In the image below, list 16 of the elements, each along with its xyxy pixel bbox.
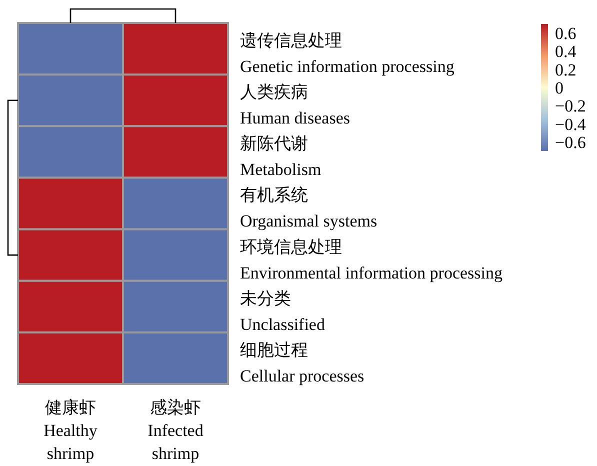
y-tick-label: 人类疾病 Human diseases bbox=[240, 82, 350, 128]
color-bar-label: −0.2 bbox=[555, 96, 586, 116]
x-tick-label: 健康虾 Healthy shrimp bbox=[44, 398, 98, 463]
color-bar-label: −0.4 bbox=[555, 114, 586, 134]
color-bar-label: 0 bbox=[555, 78, 564, 98]
y-tick-label: 新陈代谢 Metabolism bbox=[240, 134, 322, 180]
y-tick-label: 遗传信息处理 Genetic information processing bbox=[240, 31, 455, 76]
y-tick-label: 细胞过程 Cellular processes bbox=[240, 340, 364, 386]
color-bar-label: 0.2 bbox=[555, 60, 576, 80]
color-bar-label: 0.6 bbox=[555, 24, 576, 44]
y-tick-label: 未分类 Unclassified bbox=[240, 288, 326, 334]
y-tick-label: 环境信息处理 Environmental information processing bbox=[240, 237, 503, 282]
y-tick-label: 有机系统 Organismal systems bbox=[240, 186, 378, 231]
color-bar-label: −0.6 bbox=[555, 132, 586, 152]
color-bar-label: 0.4 bbox=[555, 42, 577, 62]
x-tick-label: 感染虾 Infected shrimp bbox=[148, 398, 204, 463]
